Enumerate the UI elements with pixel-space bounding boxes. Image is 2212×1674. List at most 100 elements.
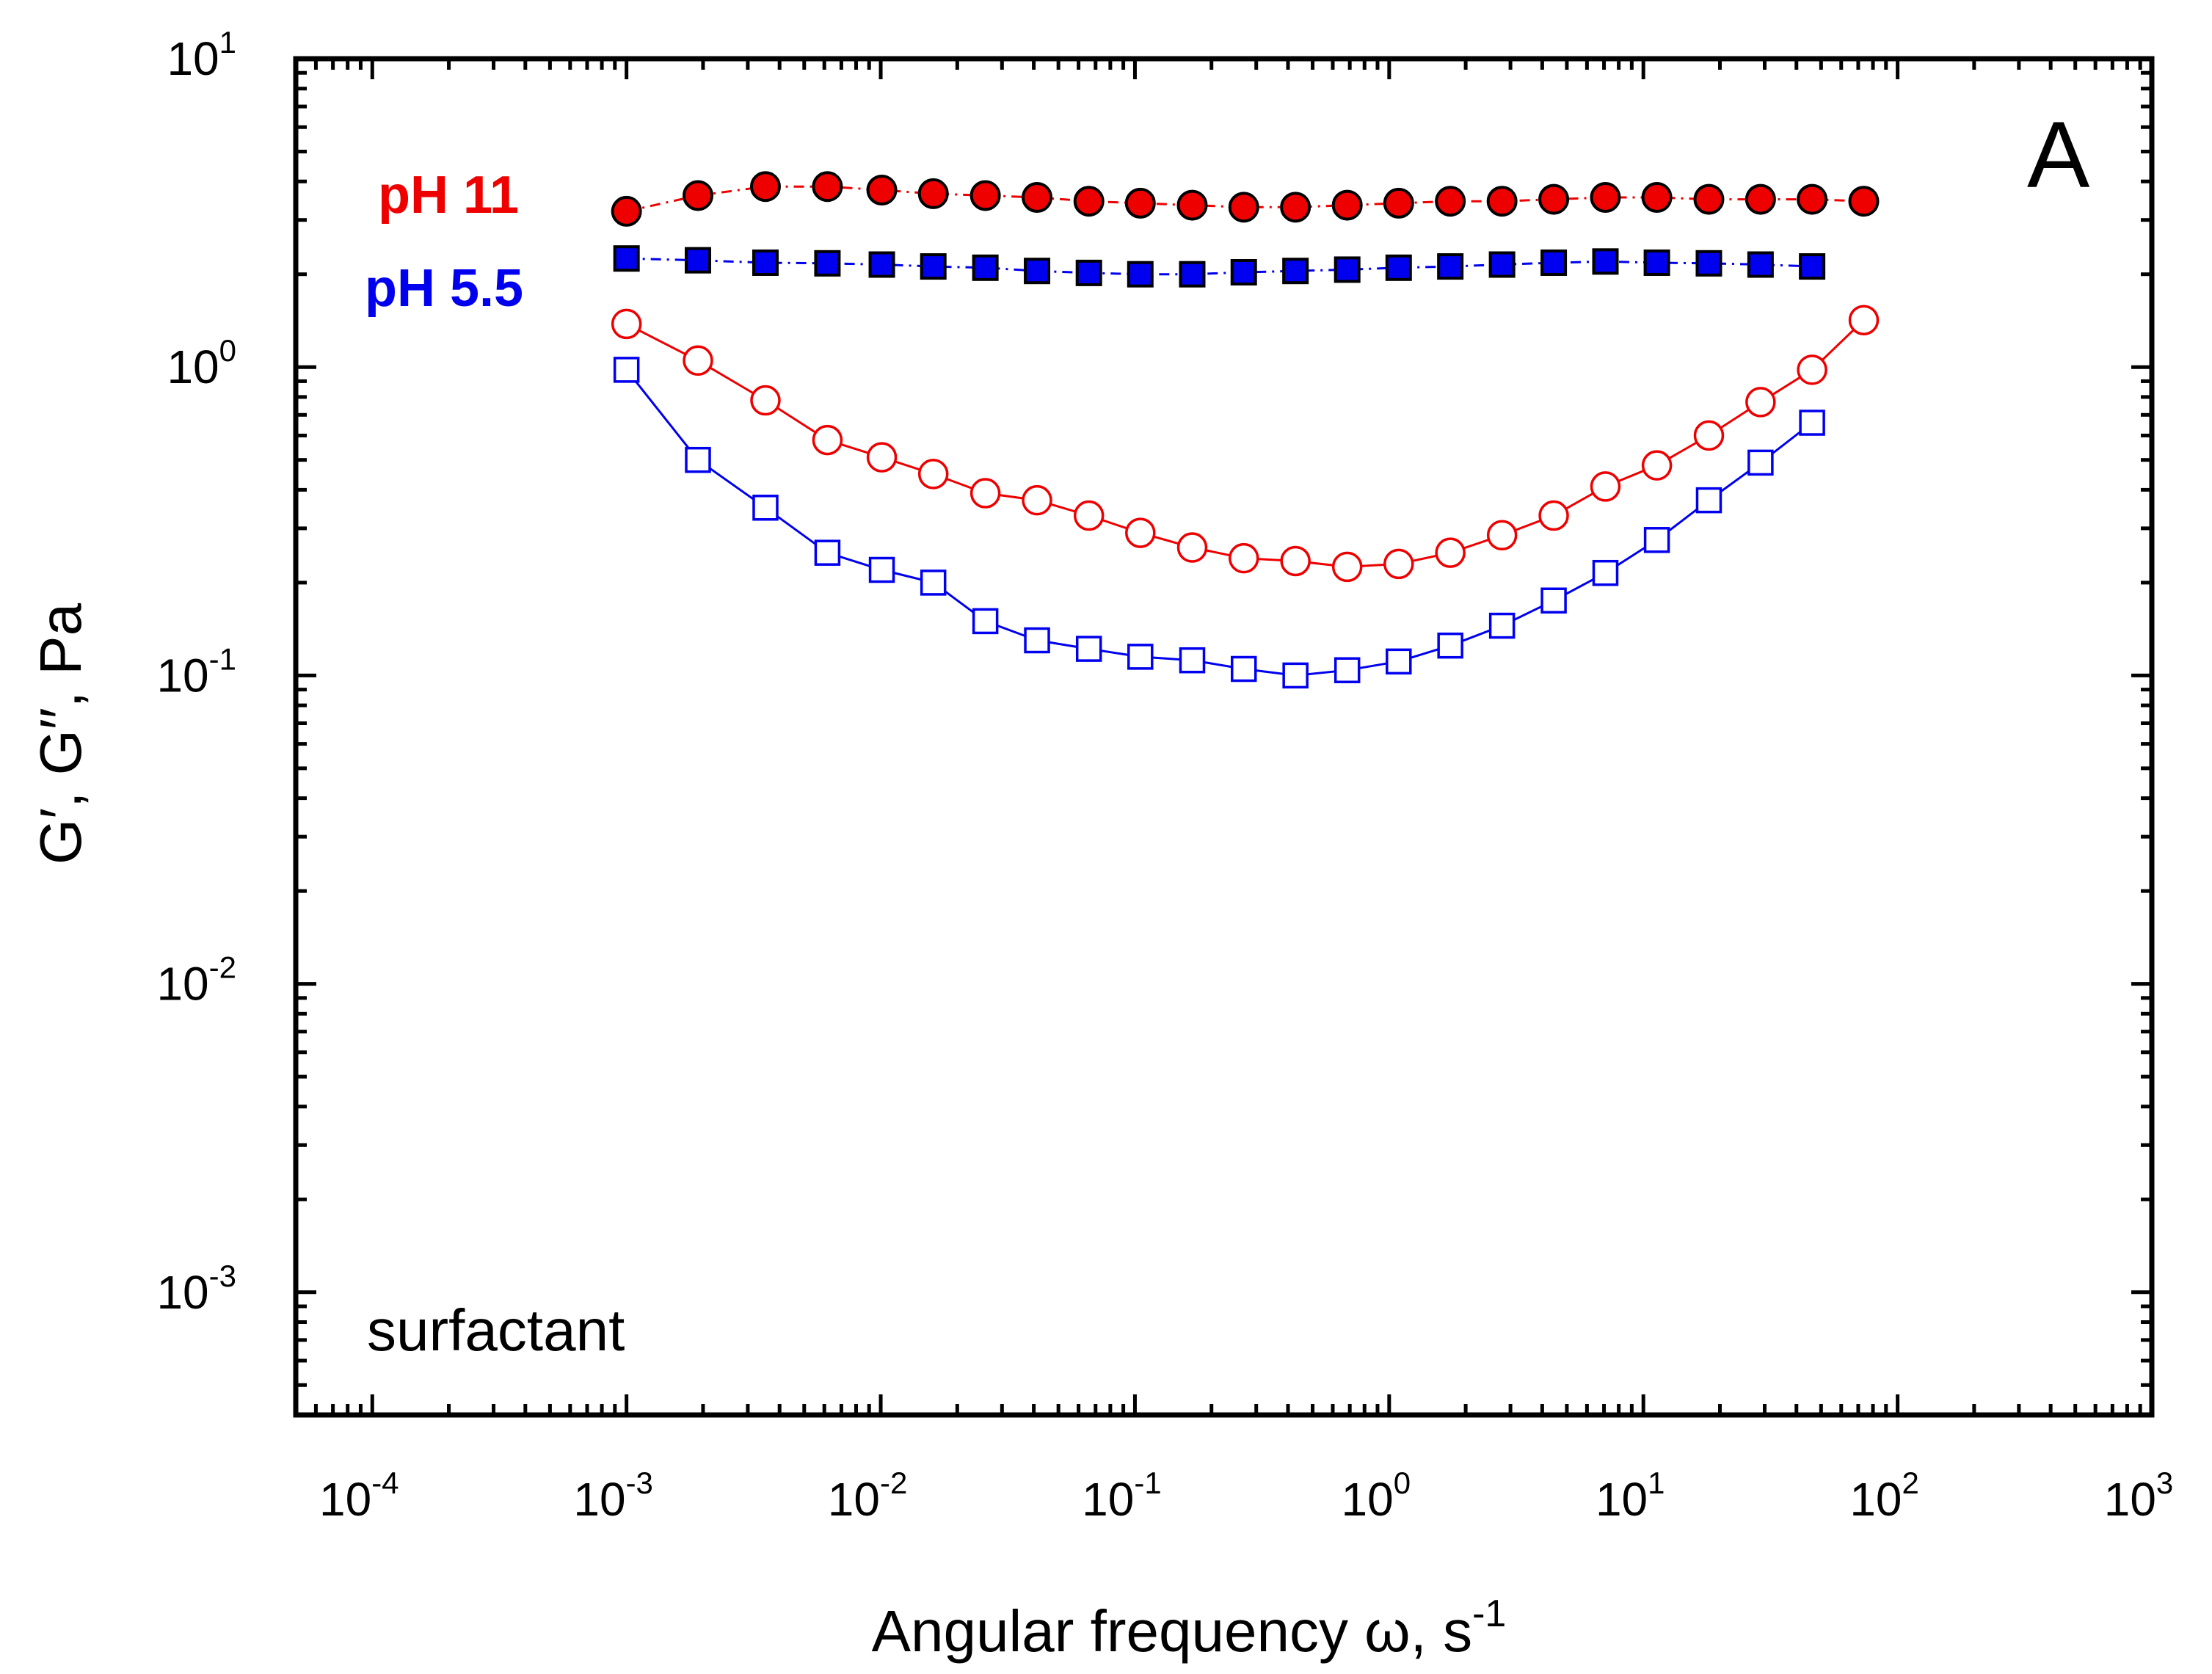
series-1-point xyxy=(1538,500,1569,531)
x-tick-label: 103 xyxy=(2104,1466,2174,1526)
series-2-point xyxy=(1334,256,1361,283)
x-tick-label: 102 xyxy=(1849,1466,1919,1526)
series-1-point xyxy=(1745,387,1776,418)
y-tick-label-exp: -1 xyxy=(209,641,236,676)
series-0-point xyxy=(1848,186,1880,217)
series-0-point xyxy=(1693,183,1725,215)
series-0-point xyxy=(1228,192,1259,223)
series-2-point xyxy=(752,249,779,276)
series-1-point xyxy=(1848,305,1880,335)
series-1-point xyxy=(1176,532,1208,563)
y-tick-label-exp: 1 xyxy=(219,25,236,59)
series-3-point xyxy=(1592,559,1619,586)
series-0-point xyxy=(1022,181,1053,213)
y-tick-label: 10-2 xyxy=(156,950,236,1011)
y-tick-label-exp: -2 xyxy=(209,950,236,985)
y-tick-label: 10-3 xyxy=(156,1259,236,1319)
series-2-point xyxy=(1592,248,1619,275)
series-1-point xyxy=(812,424,843,456)
legend-label-ph11: pH 11 xyxy=(378,166,519,225)
series-2-point xyxy=(1695,250,1722,277)
legend-label-ph55: pH 5.5 xyxy=(365,259,523,318)
x-tick-label-base: 10 xyxy=(2104,1473,2156,1526)
series-0-point xyxy=(1176,189,1208,221)
x-tick-label-base: 10 xyxy=(1342,1473,1394,1526)
x-tick-label: 100 xyxy=(1342,1466,1411,1526)
series-0-point xyxy=(1124,187,1156,219)
series-2-point xyxy=(685,247,712,274)
x-tick-label-base: 10 xyxy=(1849,1473,1902,1526)
series-1-point xyxy=(1797,354,1827,385)
series-2-point xyxy=(1540,249,1568,276)
series-1-point xyxy=(1331,551,1363,583)
x-tick-label-base: 10 xyxy=(828,1473,880,1526)
series-1-point xyxy=(1590,471,1621,502)
series-2-point xyxy=(814,250,841,277)
series-3-point xyxy=(1127,644,1154,670)
y-tick-label-base: 10 xyxy=(156,958,208,1011)
x-tick-label: 10-2 xyxy=(828,1466,908,1526)
x-tick-label-exp: -4 xyxy=(371,1466,399,1500)
series-0-point xyxy=(1486,186,1518,217)
series-0-point xyxy=(1073,186,1105,217)
series-0-point xyxy=(1435,186,1466,217)
series-3-point xyxy=(613,357,640,383)
y-axis-title: G′, G′′, Pa xyxy=(28,603,93,865)
series-1-point xyxy=(917,459,949,490)
series-2-point xyxy=(1799,253,1826,280)
series-2-point xyxy=(1179,261,1206,288)
x-axis-title: Angular frequency ω, s-1 xyxy=(872,1593,1507,1664)
series-2-point xyxy=(1437,253,1464,280)
x-tick-label-base: 10 xyxy=(1596,1473,1648,1526)
series-3-point xyxy=(1643,527,1670,553)
series-3-point xyxy=(752,495,779,521)
x-tick-label-exp: 3 xyxy=(2156,1466,2173,1500)
series-2-point xyxy=(972,254,999,281)
series-0-point xyxy=(1383,187,1414,219)
y-tick-label-base: 10 xyxy=(167,32,219,85)
series-3-point xyxy=(1540,587,1567,614)
series-3-point xyxy=(1075,636,1102,662)
y-tick-label-exp: 0 xyxy=(219,333,236,368)
series-0-point xyxy=(1331,189,1363,221)
series-3-point xyxy=(1695,487,1722,514)
series-0-point xyxy=(1641,181,1673,213)
series-3-point xyxy=(1386,648,1412,675)
y-tick-label-base: 10 xyxy=(167,341,219,393)
series-3-point xyxy=(972,608,999,635)
series-2-point xyxy=(1075,259,1102,286)
series-layer xyxy=(611,171,1880,689)
series-3-point xyxy=(920,569,947,596)
x-tick-label-exp: 2 xyxy=(1902,1466,1919,1500)
y-tick-label-base: 10 xyxy=(156,649,208,702)
x-tick-label: 10-3 xyxy=(573,1466,653,1526)
series-1-point xyxy=(1641,450,1673,481)
series-2-point xyxy=(1643,249,1670,276)
series-3-point xyxy=(1747,449,1774,476)
series-1 xyxy=(611,305,1880,583)
x-axis-title-text: Angular frequency ω, s xyxy=(872,1598,1472,1664)
series-0-point xyxy=(1590,181,1621,213)
x-tick-label: 10-4 xyxy=(319,1466,399,1526)
series-2-line xyxy=(626,257,1813,276)
y-tick-label: 10-1 xyxy=(156,641,236,702)
series-3-point xyxy=(1179,647,1206,674)
series-0-point xyxy=(611,195,642,227)
series-1-point xyxy=(611,308,642,340)
x-tick-label: 101 xyxy=(1596,1466,1665,1526)
series-2-point xyxy=(1230,258,1257,285)
series-0-point xyxy=(969,180,1001,211)
y-tick-label-exp: -3 xyxy=(209,1259,236,1293)
series-0-point xyxy=(917,178,949,209)
series-0-point xyxy=(749,171,781,203)
panel-letter: A xyxy=(2027,103,2090,208)
x-tick-label: 10-1 xyxy=(1082,1466,1162,1526)
series-0-point xyxy=(683,180,714,211)
series-1-point xyxy=(1280,545,1311,577)
x-tick-label-base: 10 xyxy=(573,1473,625,1526)
series-0-point xyxy=(1280,192,1311,223)
series-1-point xyxy=(1125,517,1156,548)
series-2-point xyxy=(613,245,640,272)
